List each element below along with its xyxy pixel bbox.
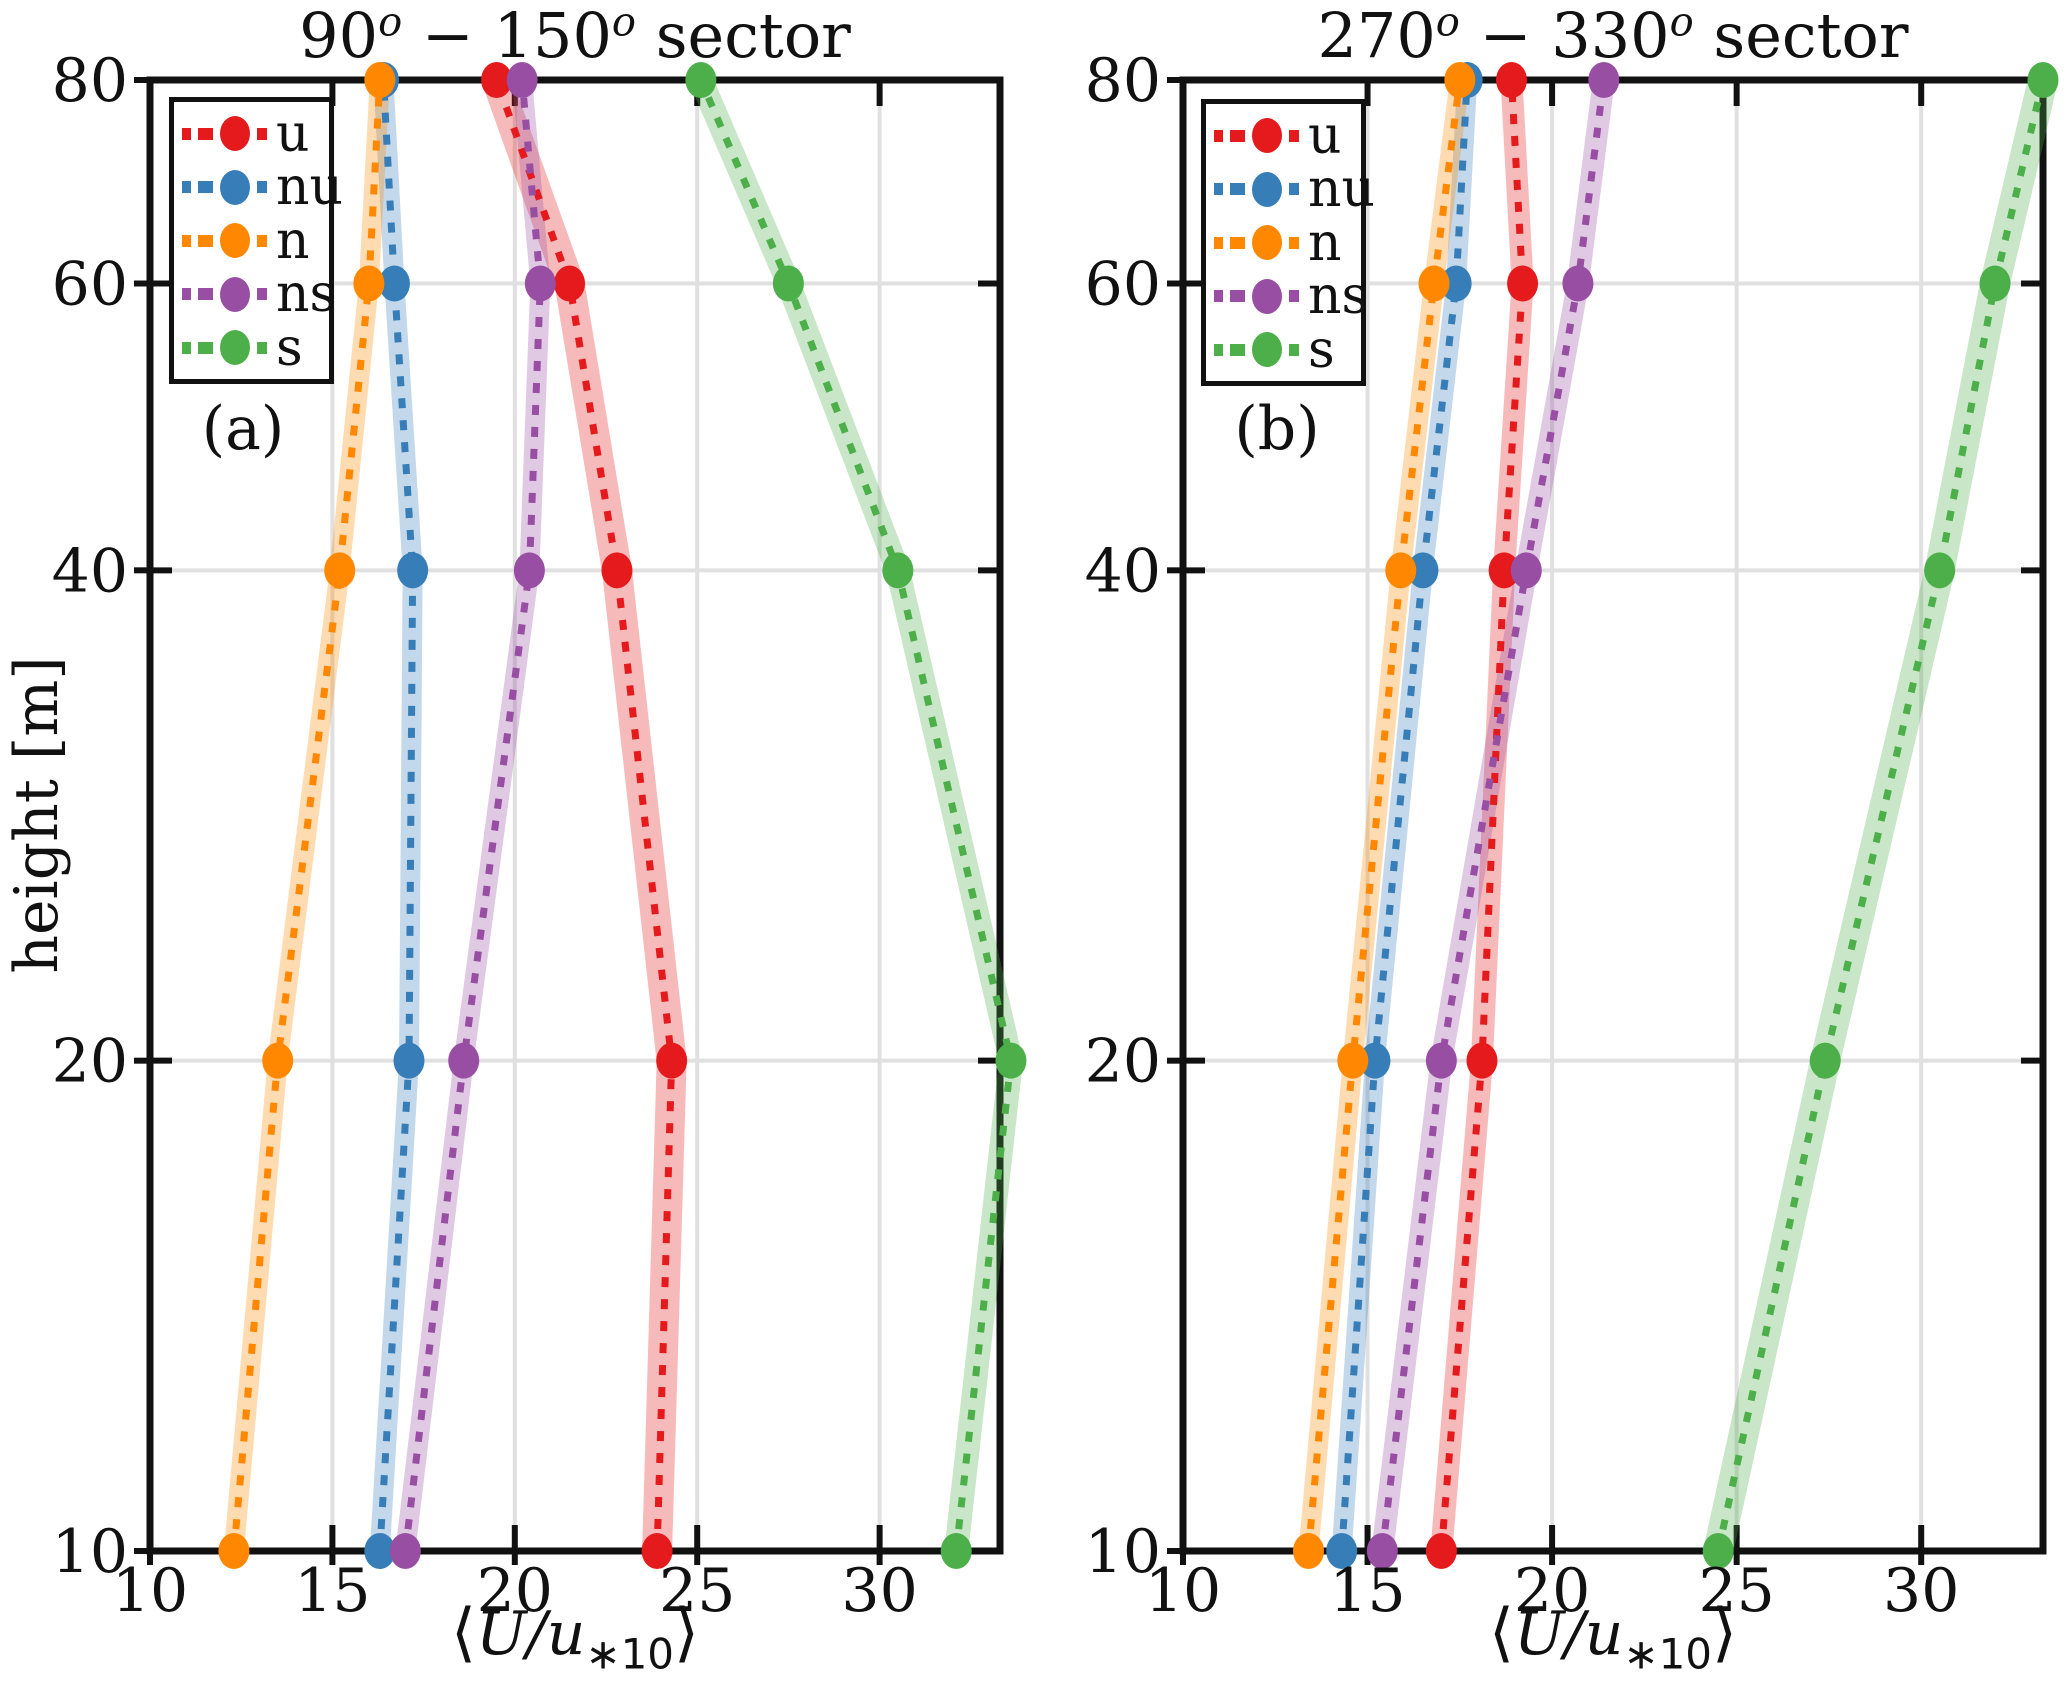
- panel-letter-b: (b): [1234, 394, 1320, 464]
- svg-text:10: 10: [112, 1556, 188, 1626]
- svg-text:60: 60: [1085, 250, 1161, 320]
- legend-item-s: s: [182, 322, 321, 374]
- legend-line-sample-s: [1214, 332, 1299, 367]
- legend-item-label: s: [276, 317, 303, 378]
- svg-text:80: 80: [1085, 46, 1161, 116]
- svg-text:10: 10: [1085, 1517, 1161, 1587]
- svg-text:25: 25: [1698, 1556, 1774, 1626]
- legend-item-u: u: [1214, 110, 1353, 162]
- legend-item-ns: ns: [182, 268, 336, 320]
- legend-item-nu: nu: [1214, 163, 1375, 215]
- legend-item-n: n: [182, 215, 321, 267]
- svg-text:40: 40: [52, 536, 128, 606]
- svg-text:10: 10: [1145, 1556, 1221, 1626]
- svg-text:20: 20: [477, 1556, 553, 1626]
- legend-item-ns: ns: [1214, 270, 1368, 322]
- legend-line-sample-nu: [1214, 171, 1299, 207]
- svg-text:15: 15: [294, 1556, 370, 1626]
- legend-item-label: ns: [1308, 266, 1369, 326]
- svg-text:40: 40: [1085, 536, 1161, 606]
- legend-item-label: ns: [276, 264, 337, 324]
- legend-line-sample-ns: [182, 276, 267, 312]
- panel-a-title: 90o − 150o sector: [299, 0, 851, 72]
- svg-text:20: 20: [1085, 1027, 1161, 1097]
- x-axis-label-b: ⟨U/u∗10⟩: [1488, 1596, 1737, 1679]
- legend-item-label: u: [276, 103, 310, 164]
- legend-item-s: s: [1214, 324, 1353, 376]
- legend-line-sample-u: [182, 116, 267, 151]
- legend-item-label: n: [1308, 212, 1342, 273]
- svg-text:60: 60: [52, 250, 128, 320]
- svg-text:20: 20: [1514, 1556, 1590, 1626]
- svg-text:15: 15: [1329, 1556, 1405, 1626]
- legend-panel-a: u nu n ns s: [169, 97, 343, 384]
- y-axis-label: height [m]: [2, 656, 72, 974]
- legend-item-label: s: [1308, 319, 1335, 380]
- legend-panel-b: u nu n ns s: [1201, 99, 1375, 386]
- svg-text:30: 30: [1883, 1556, 1959, 1626]
- svg-text:10: 10: [52, 1517, 128, 1587]
- legend-line-sample-ns: [1214, 278, 1299, 314]
- svg-text:25: 25: [659, 1556, 735, 1626]
- legend-item-label: nu: [1308, 159, 1375, 219]
- legend-line-sample-nu: [182, 169, 267, 205]
- legend-line-sample-s: [182, 330, 267, 365]
- legend-item-label: nu: [276, 157, 343, 217]
- svg-text:80: 80: [52, 46, 128, 116]
- panel-letter-a: (a): [201, 394, 285, 464]
- svg-text:30: 30: [841, 1556, 917, 1626]
- svg-text:20: 20: [52, 1027, 128, 1097]
- legend-item-nu: nu: [182, 161, 343, 213]
- panel-b-title: 270o − 330o sector: [1317, 0, 1909, 72]
- legend-item-label: n: [276, 210, 310, 271]
- legend-item-label: u: [1308, 105, 1342, 166]
- legend-line-sample-n: [1214, 225, 1299, 260]
- legend-line-sample-n: [182, 223, 267, 258]
- x-axis-label-a: ⟨U/u∗10⟩: [450, 1596, 699, 1679]
- legend-item-u: u: [182, 108, 321, 160]
- legend-line-sample-u: [1214, 118, 1299, 153]
- legend-item-n: n: [1214, 217, 1353, 269]
